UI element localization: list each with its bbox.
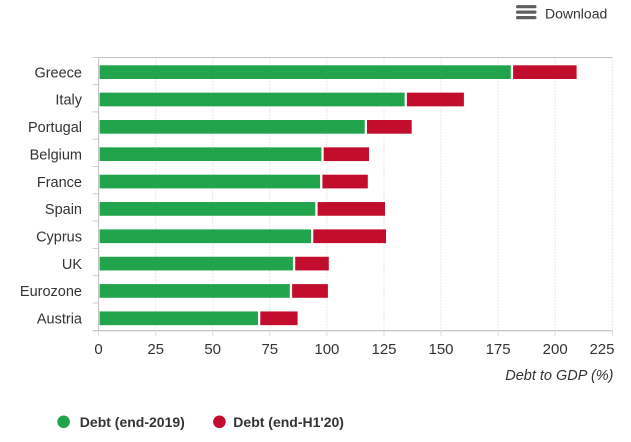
svg-text:175: 175 — [486, 341, 511, 358]
svg-text:Italy: Italy — [55, 93, 82, 109]
svg-text:Download: Download — [545, 6, 607, 22]
svg-text:0: 0 — [94, 341, 102, 358]
svg-text:225: 225 — [589, 341, 614, 358]
svg-text:Portugal: Portugal — [28, 120, 82, 136]
svg-text:Debt to GDP (%): Debt to GDP (%) — [505, 368, 613, 384]
svg-text:Eurozone: Eurozone — [20, 284, 82, 300]
svg-text:Austria: Austria — [37, 312, 83, 328]
svg-text:Debt (end-H1'20): Debt (end-H1'20) — [233, 414, 344, 430]
svg-text:25: 25 — [147, 341, 164, 358]
svg-text:Debt (end-2019): Debt (end-2019) — [80, 414, 185, 430]
svg-text:125: 125 — [371, 341, 396, 358]
svg-text:200: 200 — [543, 341, 568, 358]
svg-text:Belgium: Belgium — [30, 147, 82, 163]
svg-text:50: 50 — [204, 341, 221, 358]
svg-text:150: 150 — [428, 341, 453, 358]
svg-text:75: 75 — [261, 341, 278, 358]
svg-text:France: France — [37, 175, 82, 191]
svg-text:100: 100 — [314, 341, 339, 358]
svg-text:Spain: Spain — [45, 202, 82, 218]
svg-text:Greece: Greece — [34, 65, 82, 81]
svg-text:UK: UK — [62, 257, 82, 273]
svg-text:Cyprus: Cyprus — [36, 229, 82, 245]
